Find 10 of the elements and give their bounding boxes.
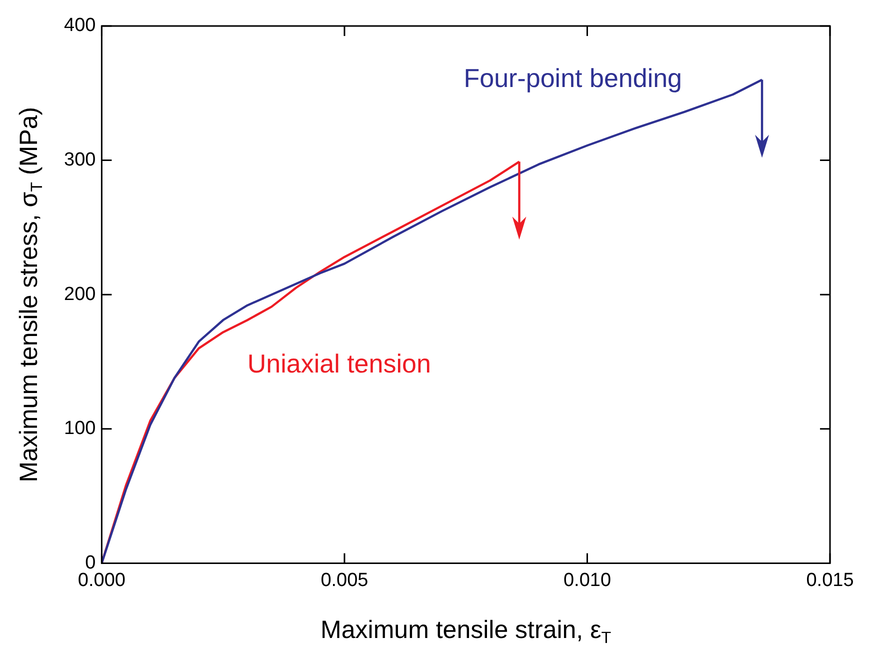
x-tick-label: 0.015 (806, 570, 854, 591)
series-label: Four-point bending (464, 62, 682, 93)
y-tick-label: 200 (64, 284, 96, 305)
series-label: Uniaxial tension (247, 348, 431, 378)
x-tick-label: 0.010 (563, 570, 612, 591)
x-tick-label: 0.005 (320, 570, 368, 591)
y-axis-title: Maximum tensile stress, σT (MPa) (14, 106, 46, 482)
y-tick-label: 300 (64, 150, 96, 171)
y-tick-label: 400 (64, 15, 96, 36)
y-tick-label: 100 (64, 418, 96, 440)
